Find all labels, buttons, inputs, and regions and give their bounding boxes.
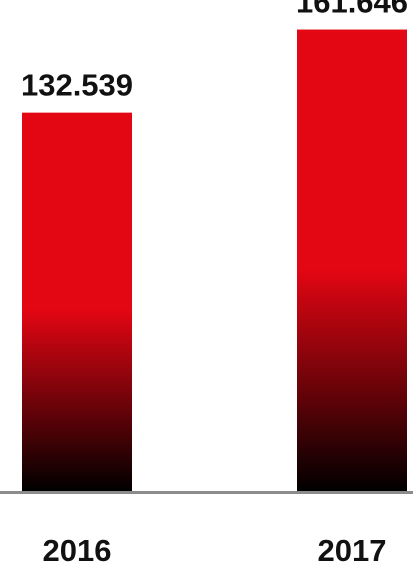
bar-2016 (22, 112, 132, 491)
bars-layer (22, 29, 407, 491)
x-tick-label-2016: 2016 (43, 533, 112, 567)
x-tick-label-2017: 2017 (318, 533, 387, 567)
data-label-2017: 161.646 (296, 0, 408, 20)
bar-2017 (297, 29, 407, 491)
data-label-2016: 132.539 (21, 68, 133, 103)
labels-layer: 132.539 2016 161.646 2017 (21, 0, 408, 567)
